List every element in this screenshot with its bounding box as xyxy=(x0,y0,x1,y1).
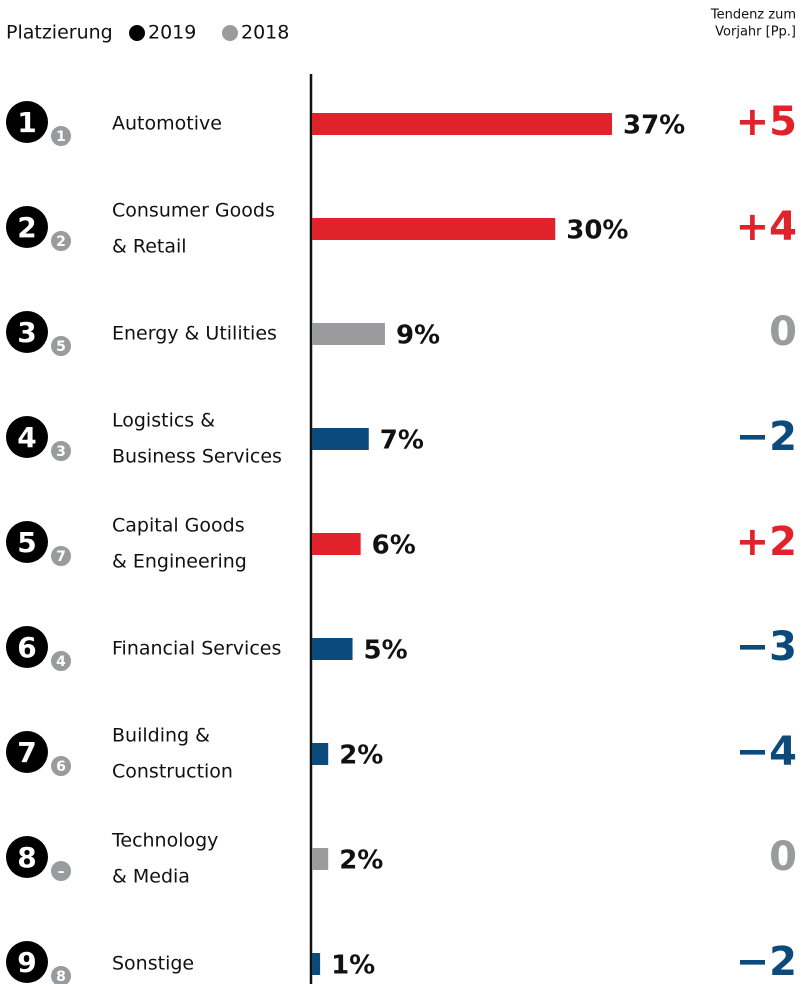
rank-2018-badge xyxy=(49,859,73,883)
rank-2018-badge xyxy=(49,334,73,358)
value-label: 6% xyxy=(372,531,416,561)
bar xyxy=(312,428,369,450)
trend-label: +4 xyxy=(736,204,797,250)
trend-label: +5 xyxy=(736,99,797,145)
rank-2018-badge xyxy=(49,649,73,673)
rank-2019: 1 xyxy=(17,106,36,139)
trend-label: 0 xyxy=(769,309,797,355)
category-label: Automotive xyxy=(112,113,222,135)
rank-2019: 3 xyxy=(17,316,36,349)
category-label: Business Services xyxy=(112,446,282,468)
rank-2018-badge xyxy=(49,229,73,253)
rank-2019: 5 xyxy=(17,526,36,559)
trend-label: −2 xyxy=(736,939,797,984)
rank-2018: 3 xyxy=(56,444,66,460)
rank-2018-badge xyxy=(49,754,73,778)
rank-2019-badge xyxy=(6,416,48,458)
rank-2018: 7 xyxy=(56,549,66,565)
legend-swatch xyxy=(222,25,238,41)
rank-2019: 6 xyxy=(17,631,36,664)
category-label: Technology xyxy=(111,830,218,852)
category-label: Financial Services xyxy=(112,638,281,660)
value-label: 2% xyxy=(339,846,383,876)
rank-2019-badge xyxy=(6,101,48,143)
trend-label: 0 xyxy=(769,834,797,880)
rank-2019: 2 xyxy=(17,211,36,244)
legend-label: 2019 xyxy=(148,22,196,44)
bar xyxy=(312,218,556,240)
value-label: 9% xyxy=(396,321,440,351)
rank-2018-badge xyxy=(49,439,73,463)
value-label: 30% xyxy=(566,216,628,246)
rank-2019-badge xyxy=(6,311,48,353)
rank-2018: – xyxy=(58,864,65,880)
rank-2018: 2 xyxy=(56,234,66,250)
trend-label: −4 xyxy=(736,729,797,775)
rank-2019: 9 xyxy=(17,946,36,979)
value-label: 2% xyxy=(339,741,383,771)
category-label: Construction xyxy=(112,761,233,783)
rank-2018: 4 xyxy=(56,654,66,670)
category-label: & Media xyxy=(112,866,190,888)
legend-title: Platzierung xyxy=(6,22,113,44)
bar xyxy=(312,953,321,975)
rank-2019-badge xyxy=(6,731,48,773)
category-label: Building & xyxy=(112,725,210,747)
rank-2019: 8 xyxy=(17,841,36,874)
category-label: Capital Goods xyxy=(112,515,245,537)
category-label: Energy & Utilities xyxy=(112,323,277,345)
rank-2019-badge xyxy=(6,206,48,248)
rank-2018-badge xyxy=(49,544,73,568)
rank-2019-badge xyxy=(6,836,48,878)
bar xyxy=(312,743,329,765)
trend-title: Tendenz zum xyxy=(710,8,796,23)
value-label: 1% xyxy=(331,951,375,981)
category-label: Consumer Goods xyxy=(112,200,275,222)
bar xyxy=(312,323,385,345)
legend-label: 2018 xyxy=(241,22,289,44)
value-label: 37% xyxy=(623,111,685,141)
trend-label: −2 xyxy=(736,414,797,460)
bar xyxy=(312,848,329,870)
rank-2019-badge xyxy=(6,941,48,983)
value-label: 5% xyxy=(364,636,408,666)
rank-2019: 4 xyxy=(17,421,36,454)
bar xyxy=(312,113,612,135)
rank-2019-badge xyxy=(6,626,48,668)
rank-2019-badge xyxy=(6,521,48,563)
rank-2018-badge xyxy=(49,964,73,984)
trend-label: −3 xyxy=(736,624,797,670)
rank-2018: 6 xyxy=(56,759,66,775)
category-label: & Retail xyxy=(112,236,187,258)
trend-title: Vorjahr [Pp.] xyxy=(715,25,796,40)
rank-2018: 1 xyxy=(56,129,66,145)
legend-swatch xyxy=(129,25,145,41)
rank-2018-badge xyxy=(49,124,73,148)
rank-2018: 8 xyxy=(56,969,66,984)
rank-2018: 5 xyxy=(56,339,66,355)
bar xyxy=(312,533,361,555)
trend-label: +2 xyxy=(736,519,797,565)
category-label: Logistics & xyxy=(112,410,215,432)
category-label: & Engineering xyxy=(112,551,247,573)
value-label: 7% xyxy=(380,426,424,456)
category-label: Sonstige xyxy=(112,953,194,975)
rank-2019: 7 xyxy=(17,736,36,769)
bar xyxy=(312,638,353,660)
